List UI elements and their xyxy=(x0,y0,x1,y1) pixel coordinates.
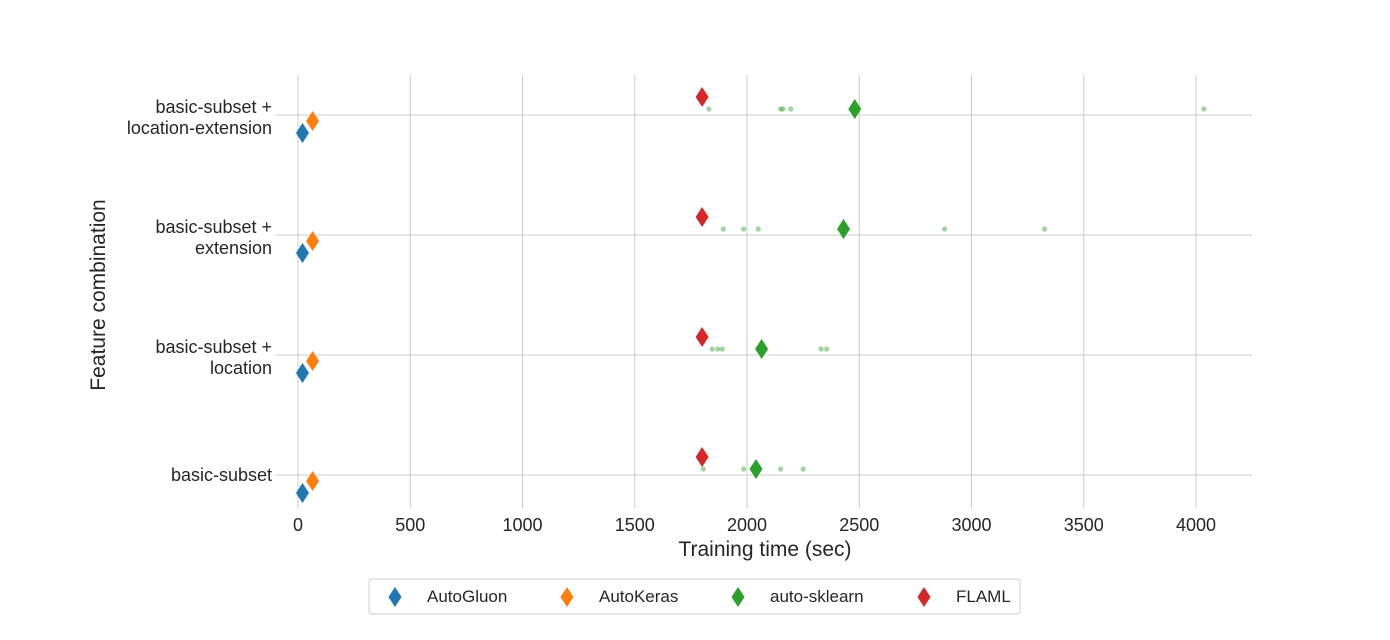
run-point xyxy=(800,466,806,472)
y-axis-label: Feature combination xyxy=(87,199,110,390)
run-point xyxy=(778,106,784,112)
run-point xyxy=(824,346,830,352)
marker-auto-sklearn xyxy=(837,219,851,239)
marker-flaml xyxy=(695,207,709,227)
marker-autokeras xyxy=(306,351,320,371)
marker-autogluon xyxy=(295,243,309,263)
legend-marker xyxy=(731,587,745,607)
series-markers xyxy=(295,87,862,503)
legend-label: AutoKeras xyxy=(599,587,678,606)
run-point xyxy=(1201,106,1207,112)
run-point xyxy=(741,466,747,472)
run-point xyxy=(719,346,725,352)
marker-auto-sklearn xyxy=(755,339,769,359)
run-point xyxy=(720,226,727,232)
legend: AutoGluon AutoKeras auto-sklearn FLAML xyxy=(368,578,1021,615)
x-tick-label: 1500 xyxy=(615,515,655,535)
y-tick-label: basic-subset + xyxy=(155,217,272,237)
run-point xyxy=(715,346,721,352)
x-tick-label: 3000 xyxy=(951,515,991,535)
x-tick-label: 2500 xyxy=(839,515,879,535)
x-tick-label: 3500 xyxy=(1064,515,1104,535)
x-tick-label: 4000 xyxy=(1176,515,1216,535)
legend-label: auto-sklearn xyxy=(770,587,864,606)
y-tick-label: basic-subset + xyxy=(155,97,272,117)
marker-autokeras xyxy=(306,111,320,131)
legend-item: FLAML xyxy=(917,587,1011,607)
marker-flaml xyxy=(695,87,709,107)
run-point xyxy=(941,226,948,232)
legend-marker xyxy=(560,587,574,607)
x-tick-label: 1000 xyxy=(502,515,542,535)
x-tick-labels: 0 500 1000 1500 2000 2500 3000 3500 4000 xyxy=(293,515,1216,535)
legend-item: AutoKeras xyxy=(560,587,678,607)
run-point xyxy=(741,226,747,232)
y-tick-labels: basic-subset +location-extensionbasic-su… xyxy=(127,97,272,485)
marker-autokeras xyxy=(306,231,320,251)
run-point xyxy=(818,346,824,352)
run-point xyxy=(755,226,761,232)
x-tick-label: 0 xyxy=(293,515,303,535)
grid xyxy=(275,75,1252,508)
marker-flaml xyxy=(695,327,709,347)
run-point xyxy=(1041,226,1048,232)
marker-autogluon xyxy=(295,123,309,143)
legend-item: AutoGluon xyxy=(388,587,507,607)
y-tick-label: location-extension xyxy=(127,118,272,138)
marker-autogluon xyxy=(295,363,309,383)
run-point xyxy=(706,106,712,112)
marker-auto-sklearn xyxy=(848,99,862,119)
y-tick-label: extension xyxy=(195,238,272,258)
run-point xyxy=(709,346,715,352)
legend-marker xyxy=(917,587,931,607)
run-points xyxy=(700,106,1207,472)
run-point xyxy=(700,466,706,472)
y-tick-label: basic-subset + xyxy=(155,337,272,357)
marker-auto-sklearn xyxy=(749,459,763,479)
x-tick-label: 2000 xyxy=(727,515,767,535)
x-tick-label: 500 xyxy=(395,515,425,535)
marker-autokeras xyxy=(306,471,320,491)
y-tick-label: basic-subset xyxy=(171,465,272,485)
legend-marker xyxy=(388,587,402,607)
marker-flaml xyxy=(695,447,709,467)
legend-label: FLAML xyxy=(956,587,1011,606)
legend-box xyxy=(368,578,1021,615)
legend-label: AutoGluon xyxy=(427,587,507,606)
run-point xyxy=(788,106,794,112)
x-axis-label: Training time (sec) xyxy=(678,538,851,561)
legend-item: auto-sklearn xyxy=(731,587,864,607)
y-tick-label: location xyxy=(210,358,272,378)
run-point xyxy=(780,106,786,112)
run-point xyxy=(778,466,784,472)
marker-autogluon xyxy=(295,483,309,503)
